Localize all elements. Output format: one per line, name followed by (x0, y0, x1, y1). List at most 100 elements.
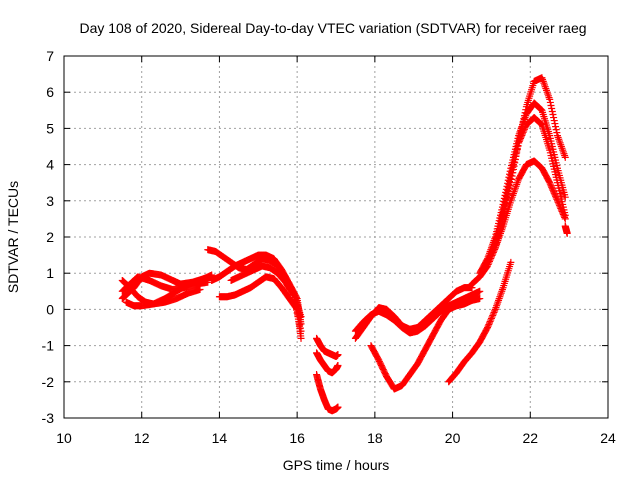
data-point (504, 184, 512, 192)
y-tick-label: 0 (46, 301, 54, 317)
data-point (518, 131, 526, 139)
data-point (484, 322, 492, 330)
data-point (515, 139, 523, 147)
y-tick-label: 5 (46, 120, 54, 136)
data-point (292, 306, 300, 314)
data-point (291, 300, 299, 308)
data-point (486, 317, 494, 325)
x-axis-title: GPS time / hours (283, 457, 390, 473)
data-point (516, 136, 524, 144)
data-point (204, 278, 212, 286)
data-point (558, 207, 566, 215)
data-point (552, 192, 560, 200)
data-point (296, 321, 304, 329)
data-point (500, 202, 508, 210)
data-point (561, 193, 569, 201)
data-point (546, 95, 554, 103)
data-point (548, 108, 556, 116)
data-point (488, 313, 496, 321)
data-point (517, 134, 525, 142)
data-point (546, 98, 554, 106)
data-point (334, 351, 342, 359)
series-arc-mid-d (227, 262, 305, 335)
data-point (557, 204, 565, 212)
series-arc-late-d (445, 258, 515, 386)
data-point (550, 188, 558, 196)
data-point (502, 193, 510, 201)
x-tick-label: 18 (367, 430, 383, 446)
y-tick-label: 7 (46, 48, 54, 64)
y-tick-label: -3 (42, 410, 55, 426)
data-point (485, 319, 493, 327)
data-point (489, 311, 497, 319)
data-point (289, 291, 297, 299)
data-point (500, 205, 508, 213)
x-tick-label: 20 (445, 430, 461, 446)
data-point (555, 200, 563, 208)
data-point (487, 314, 495, 322)
y-axis-title: SDTVAR / TECUs (5, 181, 21, 293)
data-point (548, 185, 556, 193)
data-point (550, 117, 558, 125)
x-axis-ticks: 10 12 14 16 18 20 22 24 (56, 56, 616, 446)
series-arc-storm-e (561, 222, 571, 237)
data-point (548, 104, 556, 112)
data-point (290, 294, 298, 302)
data-point (490, 308, 498, 316)
data-point (557, 206, 565, 214)
series-arc-gap-b (313, 349, 342, 377)
series-arc-gap-a (313, 334, 342, 360)
y-tick-label: 4 (46, 157, 54, 173)
series-arc-early-c (118, 273, 212, 295)
data-point (291, 297, 299, 305)
y-tick-label: 3 (46, 193, 54, 209)
data-point (547, 182, 555, 190)
data-point (502, 196, 510, 204)
data-point (487, 316, 495, 324)
data-point (506, 174, 514, 182)
y-tick-label: -1 (42, 338, 55, 354)
grid-layer (64, 56, 608, 418)
data-point (294, 315, 302, 323)
data-point (555, 201, 563, 209)
series-arc-late-b (351, 287, 484, 337)
x-tick-label: 24 (600, 430, 616, 446)
data-point (561, 153, 569, 161)
data-point (504, 187, 512, 195)
data-point (489, 310, 497, 318)
y-tick-label: 1 (46, 265, 54, 281)
x-tick-label: 16 (289, 430, 305, 446)
data-point (546, 180, 554, 188)
data-point (296, 324, 304, 332)
y-tick-label: -2 (42, 374, 55, 390)
data-point (517, 133, 525, 141)
data-layer (118, 74, 571, 415)
data-point (505, 181, 513, 189)
data-point (554, 198, 562, 206)
x-tick-label: 14 (212, 430, 228, 446)
data-point (549, 111, 557, 119)
data-point (559, 209, 567, 217)
data-point (485, 320, 493, 328)
chart-title: Day 108 of 2020, Sidereal Day-to-day VTE… (79, 20, 586, 36)
data-point (556, 203, 564, 211)
data-point (548, 183, 556, 191)
data-point (552, 123, 560, 131)
x-tick-label: 12 (134, 430, 150, 446)
data-point (519, 128, 527, 136)
data-point (515, 137, 523, 145)
data-point (289, 290, 297, 298)
data-point (551, 120, 559, 128)
data-point (520, 125, 528, 133)
data-point (293, 309, 301, 317)
data-point (334, 403, 342, 411)
y-tick-label: 2 (46, 229, 54, 245)
data-point (294, 312, 302, 320)
data-point (553, 129, 561, 137)
data-point (520, 127, 528, 135)
data-point (561, 213, 569, 221)
data-point (553, 195, 561, 203)
